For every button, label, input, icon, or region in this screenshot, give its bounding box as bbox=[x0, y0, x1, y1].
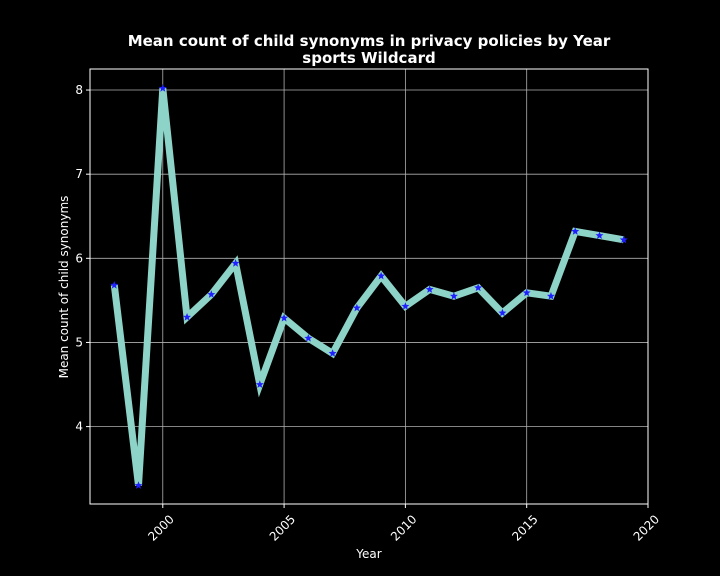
data-point-marker bbox=[546, 291, 555, 300]
y-axis-label: Mean count of child synonyms bbox=[57, 196, 71, 379]
data-point-marker bbox=[280, 313, 289, 322]
data-point-marker bbox=[183, 313, 192, 321]
chart-title: Mean count of child synonyms in privacy … bbox=[128, 32, 611, 50]
x-axis-label: Year bbox=[355, 547, 381, 561]
data-point-marker bbox=[158, 84, 167, 92]
data-point-marker bbox=[498, 308, 507, 317]
chart-subtitle: sports Wildcard bbox=[302, 49, 435, 67]
markers-group bbox=[110, 84, 628, 489]
y-tick-label: 5 bbox=[75, 335, 83, 349]
data-point-marker bbox=[352, 303, 361, 312]
data-point-marker bbox=[255, 380, 264, 388]
y-tick-label: 4 bbox=[75, 420, 83, 434]
data-point-marker bbox=[304, 334, 313, 342]
y-tick-label: 6 bbox=[75, 251, 83, 265]
y-axis: 4 5 6 7 8 bbox=[75, 83, 90, 434]
series-line-group bbox=[110, 88, 625, 486]
x-tick-label: 2000 bbox=[145, 512, 176, 543]
data-point-marker bbox=[619, 235, 628, 244]
data-point-marker bbox=[571, 227, 580, 235]
data-point-marker bbox=[449, 291, 458, 300]
plot-frame bbox=[89, 68, 649, 505]
data-point-marker bbox=[377, 271, 386, 280]
data-point-marker bbox=[207, 290, 216, 298]
x-tick-label: 2005 bbox=[267, 512, 298, 543]
y-tick-label: 7 bbox=[75, 167, 83, 181]
x-tick-label: 2015 bbox=[509, 512, 540, 543]
data-point-marker bbox=[595, 231, 604, 239]
data-point-marker bbox=[401, 302, 410, 310]
y-tick-label: 8 bbox=[75, 83, 83, 97]
data-point-marker bbox=[110, 281, 119, 289]
data-point-marker bbox=[231, 259, 240, 267]
data-point-marker bbox=[474, 283, 483, 292]
series-line bbox=[110, 88, 625, 486]
data-point-marker bbox=[425, 285, 434, 293]
x-tick-label: 2020 bbox=[631, 512, 662, 543]
data-point-marker bbox=[328, 349, 337, 357]
data-point-marker bbox=[134, 481, 143, 489]
x-axis: 2000 2005 2010 2015 2020 bbox=[145, 504, 662, 544]
x-tick-label: 2010 bbox=[388, 512, 419, 543]
data-point-marker bbox=[522, 288, 531, 297]
